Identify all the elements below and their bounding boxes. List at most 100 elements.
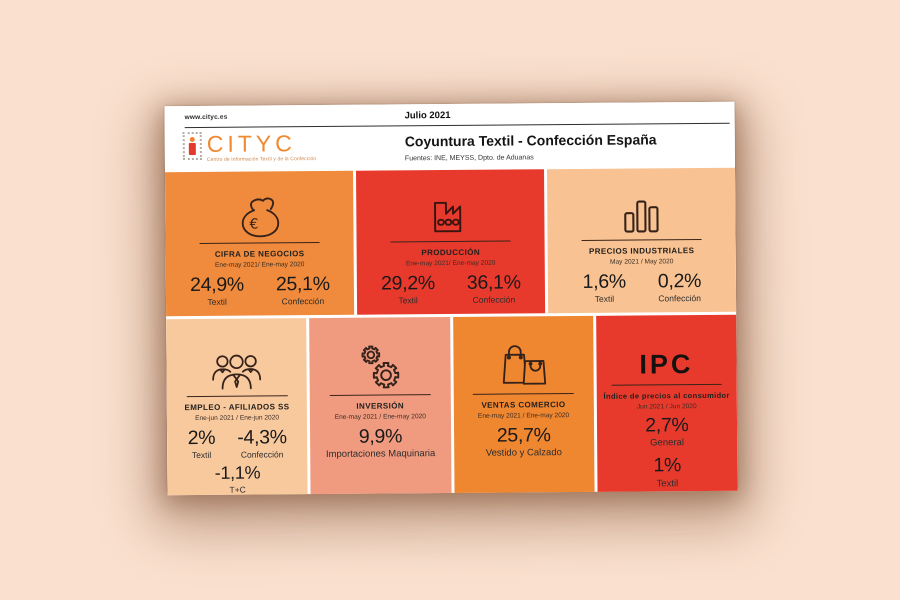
metric-label: Textil xyxy=(398,295,418,306)
tile-title: Índice de precios al consumidor xyxy=(603,390,730,401)
metric: 24,9% Textil xyxy=(190,273,244,308)
tile-metrics: 2,7% General 1% Textil xyxy=(597,414,738,490)
report-header: www.cityc.es Julio 2021 CITYC Centro de … xyxy=(164,101,735,173)
tile-divider xyxy=(186,395,288,398)
tile-ventas-comercio: VENTAS COMERCIO Ene-may 2021 / Ene-may 2… xyxy=(452,315,595,494)
metric-value: 36,1% xyxy=(466,271,521,294)
metric-value: 0,2% xyxy=(657,270,702,293)
kpi-grid: € CIFRA DE NEGOCIOS Ene-may 2021/ Ene-ma… xyxy=(165,167,738,496)
tile-icon-area xyxy=(166,330,307,393)
tile-metrics: 25,7% Vestido y Calzado xyxy=(454,424,595,460)
metric-value: 1,6% xyxy=(582,270,626,293)
tile-metrics: 1,6% Textil 0,2% Confección xyxy=(548,270,736,305)
ipc-wordmark: IPC xyxy=(639,349,694,380)
gears-icon xyxy=(361,345,400,389)
tile-period: Jun 2021 / Jun 2020 xyxy=(636,403,697,411)
metric: 0,2% Confección xyxy=(657,270,702,304)
tile-metrics: 9,9% Importaciones Maquinaria xyxy=(310,425,451,461)
money-bag-icon: € xyxy=(241,197,280,238)
tile-period: Ene-may 2021 / Ene-may 2020 xyxy=(477,412,570,420)
metric-value: 29,2% xyxy=(381,272,435,295)
metric: 2% Textil xyxy=(188,427,216,461)
tile-title: PRECIOS INDUSTRIALES xyxy=(588,246,695,256)
tile-cifra-de-negocios: € CIFRA DE NEGOCIOS Ene-may 2021/ Ene-ma… xyxy=(165,170,355,317)
metric-value: 2,7% xyxy=(645,414,689,437)
tile-icon-area xyxy=(356,179,544,238)
tile-title: PRODUCCIÓN xyxy=(421,247,481,258)
logo-text: CITYC Centro de Información Textil y de … xyxy=(206,130,317,163)
tile-divider xyxy=(199,242,320,244)
report-title: Coyuntura Textil - Confección España xyxy=(404,131,657,150)
factory-icon xyxy=(434,201,462,233)
metric-total: -1,1% T+C xyxy=(167,462,307,496)
metric-value: 1% xyxy=(653,454,682,477)
metric-label: Textil xyxy=(207,297,227,308)
kpi-row-2: EMPLEO - AFILIADOS SS Ene-jun 2021 / Ene… xyxy=(166,314,738,496)
stamp-icon xyxy=(182,131,202,161)
metric-label: General xyxy=(650,437,684,449)
metric: 1% Textil xyxy=(597,455,738,490)
header-rule xyxy=(184,122,730,129)
tile-icon-area xyxy=(547,178,735,237)
metric-label: Textil xyxy=(656,478,679,490)
tile-divider xyxy=(329,394,431,396)
tile-metrics: 2% Textil -4,3% Confección xyxy=(167,426,308,461)
metric-value: 25,1% xyxy=(275,272,330,296)
report-sheet: www.cityc.es Julio 2021 CITYC Centro de … xyxy=(164,101,738,496)
tile-title: CIFRA DE NEGOCIOS xyxy=(214,249,305,259)
tile-metrics: 29,2% Textil 36,1% Confección xyxy=(357,271,545,306)
metric-label: Importaciones Maquinaria xyxy=(325,448,436,461)
tile-period: May 2021 / May 2020 xyxy=(609,258,674,266)
bar-chart-icon xyxy=(624,200,659,233)
tile-period: Ene-jun 2021 / Ene-jun 2020 xyxy=(195,414,280,423)
tile-icon-area xyxy=(310,329,451,392)
metric-value: -4,3% xyxy=(237,426,287,449)
metric: 9,9% Importaciones Maquinaria xyxy=(325,425,436,461)
tile-icon-area xyxy=(453,328,594,391)
metric-value: 25,7% xyxy=(496,424,551,447)
metric: 2,7% General xyxy=(597,414,738,450)
metric-label: Vestido y Calzado xyxy=(485,447,562,460)
people-icon xyxy=(212,354,262,390)
metric-label: Confección xyxy=(281,296,325,307)
tile-title: EMPLEO - AFILIADOS SS xyxy=(184,402,290,413)
metric: -4,3% Confección xyxy=(237,426,287,461)
tile-title: VENTAS COMERCIO xyxy=(481,400,566,410)
tile-divider xyxy=(611,383,722,386)
metric: 25,7% Vestido y Calzado xyxy=(485,424,562,460)
stamp-dot xyxy=(189,137,195,143)
tile-title: INVERSIÓN xyxy=(356,401,405,411)
tile-divider xyxy=(581,239,702,241)
svg-text:€: € xyxy=(249,217,258,233)
tile-icon-area: € xyxy=(165,181,353,240)
metric: 29,2% Textil xyxy=(381,272,435,306)
metric-label: Textil xyxy=(594,294,615,305)
metric-label: Confección xyxy=(472,294,516,306)
tile-ipc: IPC Índice de precios al consumidor Jun … xyxy=(595,314,738,493)
tile-produccion: PRODUCCIÓN Ene-may 2021/ Ene-may 2020 29… xyxy=(356,169,546,315)
tile-divider xyxy=(390,240,511,243)
tile-divider xyxy=(472,393,574,395)
issue-date: Julio 2021 xyxy=(404,109,451,122)
tile-period: Ene-may 2021 / Ene-may 2020 xyxy=(334,413,426,421)
metric: 1,6% Textil xyxy=(582,270,627,305)
cityc-logo: CITYC Centro de Información Textil y de … xyxy=(182,130,317,163)
website-label: www.cityc.es xyxy=(184,113,228,122)
tile-empleo-afiliados-ss: EMPLEO - AFILIADOS SS Ene-jun 2021 / Ene… xyxy=(166,318,308,496)
tile-period: Ene-may 2021/ Ene-may 2020 xyxy=(214,261,305,269)
tile-period: Ene-may 2021/ Ene-may 2020 xyxy=(405,259,496,268)
metric-label: Confección xyxy=(658,293,701,304)
metric-label: T+C xyxy=(229,484,246,495)
metric-value: -1,1% xyxy=(214,462,261,484)
metric-value: 9,9% xyxy=(358,425,403,448)
metric-label: Textil xyxy=(191,450,212,461)
tile-precios-industriales: PRECIOS INDUSTRIALES May 2021 / May 2020… xyxy=(546,167,737,314)
shopping-bags-icon xyxy=(502,345,546,385)
tile-metrics: 24,9% Textil 25,1% Confección xyxy=(166,272,354,308)
metric-label: Confección xyxy=(240,449,284,461)
logo-name: CITYC xyxy=(206,130,296,157)
metric: 36,1% Confección xyxy=(466,271,521,306)
metric: 25,1% Confección xyxy=(275,272,330,307)
metric-value: 24,9% xyxy=(190,273,244,297)
